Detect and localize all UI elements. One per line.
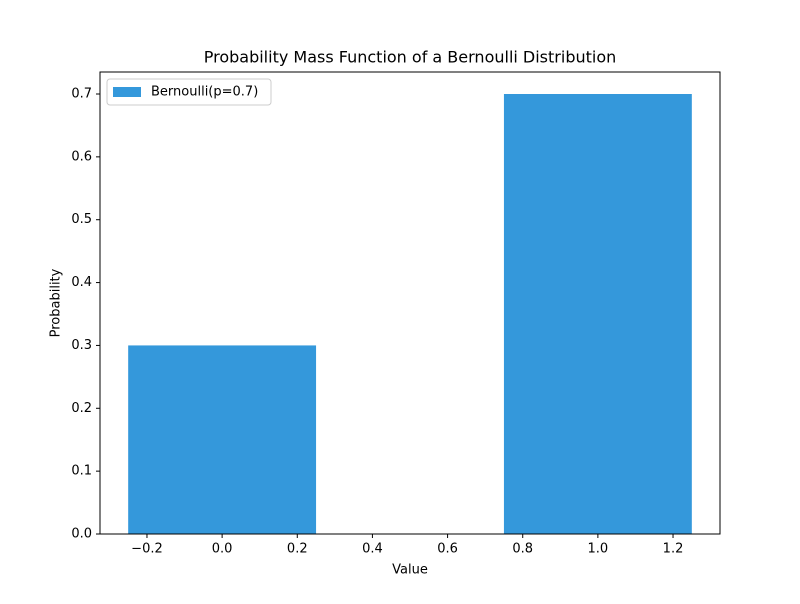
y-tick-label: 0.0: [71, 527, 92, 542]
x-tick-label: 0.8: [512, 542, 533, 557]
legend-label: Bernoulli(p=0.7): [151, 85, 258, 100]
legend-box: [106, 78, 272, 106]
x-tick-label: 0.2: [287, 542, 308, 557]
y-tick-label: 0.7: [71, 87, 92, 102]
legend-swatch: [113, 87, 141, 97]
y-tick-label: 0.1: [71, 464, 92, 479]
y-tick-label: 0.5: [71, 212, 92, 227]
y-tick-label: 0.6: [71, 149, 92, 164]
x-tick-label: 1.0: [588, 542, 609, 557]
plot-frame: [99, 71, 721, 535]
y-tick-label: 0.2: [71, 401, 92, 416]
x-tick-label: 0.0: [212, 542, 233, 557]
chart-title: Probability Mass Function of a Bernoulli…: [204, 48, 617, 67]
bar: [128, 345, 317, 534]
y-tick-label: 0.4: [71, 275, 92, 290]
bar: [503, 94, 692, 534]
x-tick-label: 0.4: [362, 542, 383, 557]
x-tick-label: −0.2: [131, 542, 163, 557]
x-tick-label: 0.6: [437, 542, 458, 557]
x-tick-label: 1.2: [663, 542, 684, 557]
x-axis-label: Value: [392, 563, 428, 578]
y-tick-label: 0.3: [71, 338, 92, 353]
y-axis-label: Probability: [49, 268, 64, 337]
